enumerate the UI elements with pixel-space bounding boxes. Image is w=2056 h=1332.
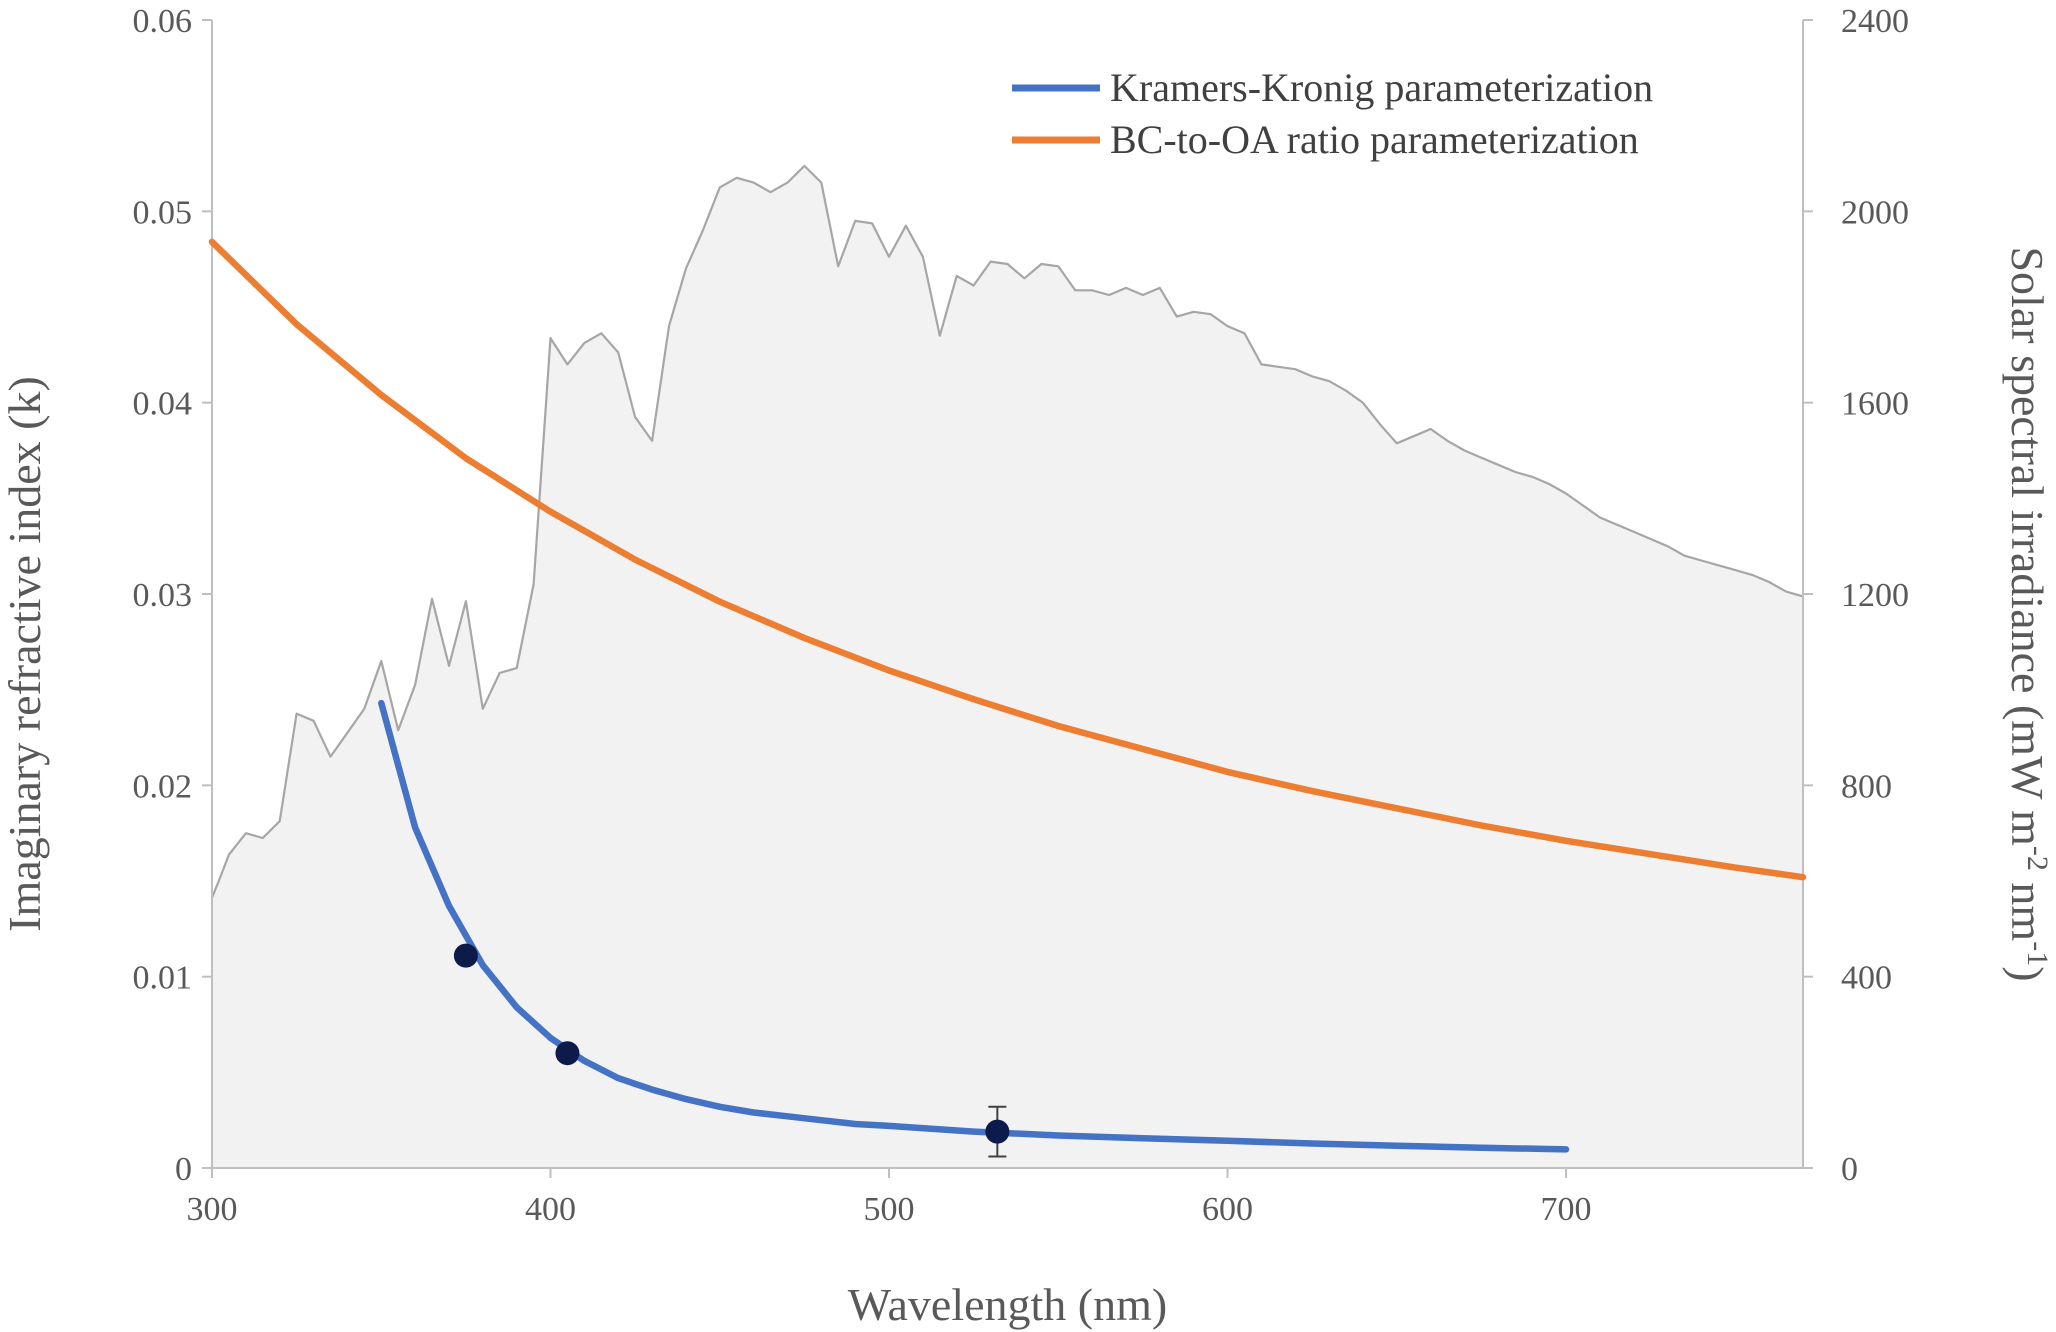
- left-y-tick-label: 0.02: [133, 768, 193, 805]
- x-tick-label: 600: [1202, 1191, 1253, 1228]
- right-y-title-sup2: -1: [2022, 941, 2055, 966]
- left-y-tick-label: 0.03: [133, 577, 193, 614]
- right-y-title-mid: nm: [2002, 871, 2053, 942]
- right-y-tick-label: 2000: [1841, 194, 1909, 231]
- right-y-title-base: Solar spectral irradiance (mW m: [2002, 246, 2053, 846]
- x-tick-label: 400: [525, 1191, 576, 1228]
- irradiance-area: [212, 165, 1803, 1168]
- kramers-kronig-line: [378, 699, 1570, 1153]
- irradiance-area-layer: [210, 164, 1804, 1168]
- x-axis-title: Wavelength (nm): [848, 1279, 1167, 1330]
- left-y-axis-title: Imaginary refractive index (k): [0, 376, 50, 932]
- right-y-axis-title: Solar spectral irradiance (mW m-2 nm-1): [2002, 246, 2055, 981]
- right-y-tick-label: 1200: [1841, 577, 1909, 614]
- data-point: [555, 1041, 580, 1066]
- legend: Kramers-Kronig parameterization BC-to-OA…: [1012, 65, 1653, 162]
- irradiance-line: [210, 164, 1804, 899]
- x-tick-label: 300: [187, 1191, 238, 1228]
- legend-label-bc-to-oa: BC-to-OA ratio parameterization: [1110, 117, 1639, 162]
- left-y-tick-label: 0.01: [133, 960, 193, 997]
- right-y-tick-label: 1600: [1841, 386, 1909, 423]
- left-y-tick-label: 0.06: [133, 3, 193, 40]
- left-y-tick-label: 0: [175, 1151, 192, 1188]
- x-tick-label: 500: [864, 1191, 915, 1228]
- right-y-tick-label: 400: [1841, 960, 1892, 997]
- ticks-layer: 0 0.01 0.02 0.03 0.04 0.05 0.06 0 400 800 1200 1600…: [133, 3, 1910, 1228]
- right-y-title-sup1: -2: [2022, 846, 2055, 871]
- data-point: [453, 943, 478, 968]
- left-y-tick-label: 0.05: [133, 194, 193, 231]
- data-point: [985, 1119, 1010, 1144]
- right-y-tick-label: 0: [1841, 1151, 1858, 1188]
- series-lines-layer: [208, 238, 1807, 1153]
- legend-label-kramers-kronig: Kramers-Kronig parameterization: [1110, 65, 1653, 110]
- right-y-tick-label: 800: [1841, 768, 1892, 805]
- x-tick-label: 700: [1541, 1191, 1592, 1228]
- right-y-tick-label: 2400: [1841, 3, 1909, 40]
- left-y-tick-label: 0.04: [133, 386, 193, 423]
- right-y-title-end: ): [2002, 966, 2053, 981]
- data-points-layer: [453, 943, 1010, 1158]
- bc-to-oa-line: [208, 238, 1807, 881]
